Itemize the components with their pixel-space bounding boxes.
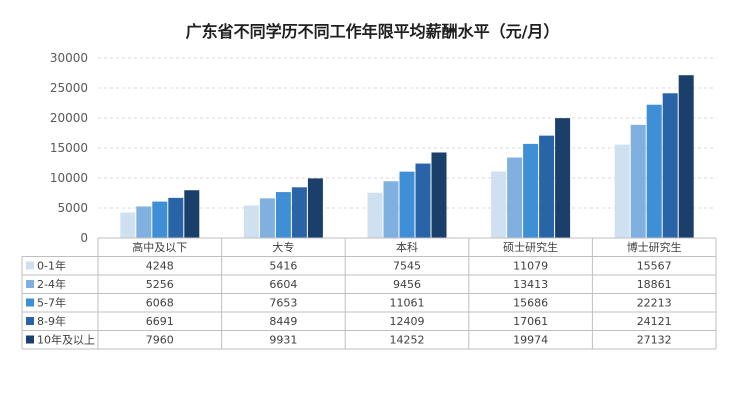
bar bbox=[646, 104, 662, 238]
data-label: 15686 bbox=[513, 297, 548, 310]
bar bbox=[523, 143, 539, 238]
y-tick-label: 30000 bbox=[50, 51, 88, 65]
data-label: 6691 bbox=[146, 315, 174, 328]
bar bbox=[367, 192, 383, 238]
bar bbox=[555, 118, 571, 238]
y-tick-label: 5000 bbox=[57, 201, 88, 215]
y-tick-label: 10000 bbox=[50, 171, 88, 185]
legend-key bbox=[26, 298, 34, 307]
bar bbox=[415, 163, 431, 238]
category-label: 本科 bbox=[396, 240, 418, 254]
data-label: 18861 bbox=[637, 278, 672, 291]
bar bbox=[383, 181, 399, 238]
data-label: 7960 bbox=[146, 334, 174, 347]
data-label: 11079 bbox=[513, 260, 548, 273]
legend-key bbox=[26, 261, 34, 270]
legend-key bbox=[26, 335, 34, 344]
data-label: 15567 bbox=[637, 260, 672, 273]
data-label: 9456 bbox=[393, 278, 421, 291]
data-label: 9931 bbox=[269, 334, 297, 347]
bar bbox=[614, 144, 630, 238]
data-label: 6604 bbox=[269, 278, 297, 291]
legend-key bbox=[26, 317, 34, 325]
data-label: 13413 bbox=[513, 278, 548, 291]
y-tick-label: 15000 bbox=[50, 141, 88, 155]
category-label: 高中及以下 bbox=[132, 240, 187, 254]
data-label: 24121 bbox=[637, 315, 672, 328]
bar bbox=[678, 75, 694, 238]
data-label: 12409 bbox=[390, 315, 425, 328]
y-tick-label: 20000 bbox=[50, 111, 88, 125]
data-label: 5256 bbox=[146, 278, 174, 291]
bar bbox=[431, 152, 447, 238]
bar bbox=[491, 171, 507, 238]
y-tick-label: 0 bbox=[80, 231, 88, 245]
bar bbox=[630, 124, 646, 238]
data-label: 4248 bbox=[146, 260, 174, 273]
bar bbox=[399, 171, 415, 238]
y-tick-label: 25000 bbox=[50, 81, 88, 95]
legend-label: 8-9年 bbox=[37, 314, 66, 328]
bar bbox=[184, 190, 200, 238]
bar bbox=[120, 212, 136, 238]
bar bbox=[168, 197, 184, 238]
category-label: 大专 bbox=[272, 240, 294, 254]
bar bbox=[243, 205, 259, 238]
bar bbox=[307, 178, 323, 238]
bar bbox=[539, 135, 555, 238]
legend-key bbox=[26, 280, 34, 288]
legend-label: 2-4年 bbox=[37, 277, 66, 291]
bar bbox=[275, 192, 291, 238]
data-label: 27132 bbox=[637, 334, 672, 347]
category-label: 博士研究生 bbox=[627, 240, 682, 254]
data-label: 8449 bbox=[269, 315, 297, 328]
bar bbox=[507, 157, 523, 238]
bar bbox=[259, 198, 275, 238]
bar bbox=[291, 187, 307, 238]
data-label: 22213 bbox=[637, 297, 672, 310]
legend-label: 0-1年 bbox=[37, 259, 66, 273]
data-label: 19974 bbox=[513, 334, 548, 347]
data-label: 7653 bbox=[269, 297, 297, 310]
chart-title: 广东省不同学历不同工作年限平均薪酬水平（元/月） bbox=[185, 22, 560, 41]
data-label: 11061 bbox=[390, 297, 425, 310]
legend-label: 10年及以上 bbox=[37, 333, 95, 347]
data-label: 17061 bbox=[513, 315, 548, 328]
data-label: 5416 bbox=[269, 260, 297, 273]
bar bbox=[136, 206, 152, 238]
bar bbox=[662, 93, 678, 238]
data-label: 7545 bbox=[393, 260, 421, 273]
bar bbox=[152, 201, 168, 238]
category-label: 硕士研究生 bbox=[503, 240, 558, 254]
data-label: 6068 bbox=[146, 297, 174, 310]
legend-label: 5-7年 bbox=[37, 296, 66, 310]
data-label: 14252 bbox=[390, 334, 425, 347]
